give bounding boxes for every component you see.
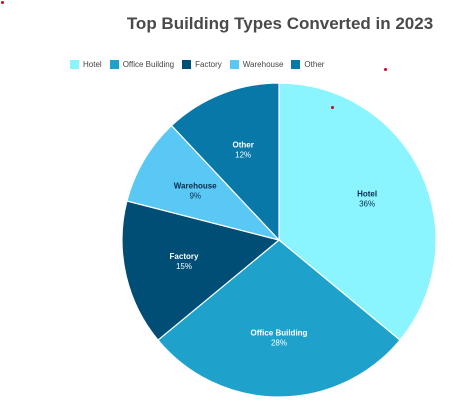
slice-label-name: Other [232, 141, 253, 150]
slice-label-name: Warehouse [174, 181, 217, 190]
slice-label: Hotel 36% [357, 190, 377, 209]
stray-red-dot [384, 68, 387, 71]
legend-label: Other [304, 59, 325, 69]
legend-label: Office Building [122, 59, 175, 69]
slice-label: Other 12% [232, 141, 253, 160]
legend-swatch [109, 59, 119, 69]
pie-slice-hotel [278, 82, 437, 341]
pie-slice-office-building [157, 239, 401, 398]
chart-title: Top Building Types Converted in 2023 [126, 14, 434, 33]
pie-slice-warehouse [126, 124, 281, 242]
legend-item: Factory [182, 59, 222, 69]
slice-label-name: Office Building [251, 328, 308, 337]
pie-slices [121, 82, 437, 398]
slice-label: Warehouse 9% [174, 181, 217, 200]
pie-labels: Hotel 36% Office Building 28% Factory 15% Ware… [170, 141, 378, 348]
slice-label-value: 36% [359, 200, 375, 209]
legend-item: Warehouse [229, 59, 284, 69]
slice-label-value: 15% [176, 262, 192, 271]
legend-item: Hotel [70, 59, 102, 69]
legend-item: Other [291, 59, 325, 69]
slice-label: Factory 15% [170, 252, 199, 271]
legend-label: Factory [195, 59, 222, 69]
slice-label: Office Building 28% [251, 328, 308, 347]
pie-slice-other [170, 82, 280, 242]
legend-item: Office Building [109, 59, 175, 69]
slice-label-value: 9% [189, 191, 201, 200]
legend-swatch [182, 59, 192, 69]
stray-red-dot [1, 1, 4, 4]
slice-label-name: Factory [170, 252, 199, 261]
legend-swatch [70, 59, 79, 69]
pie-slice-factory [121, 200, 281, 341]
legend: Hotel Office Building Factory Warehouse Othe… [70, 57, 332, 71]
slice-label-value: 28% [271, 338, 287, 347]
legend-swatch [229, 59, 239, 69]
slice-label-name: Hotel [357, 190, 377, 199]
legend-swatch [291, 59, 301, 69]
legend-label: Hotel [83, 59, 102, 69]
slice-label-value: 12% [235, 151, 251, 160]
legend-label: Warehouse [242, 59, 284, 69]
stray-red-dot [331, 106, 334, 109]
